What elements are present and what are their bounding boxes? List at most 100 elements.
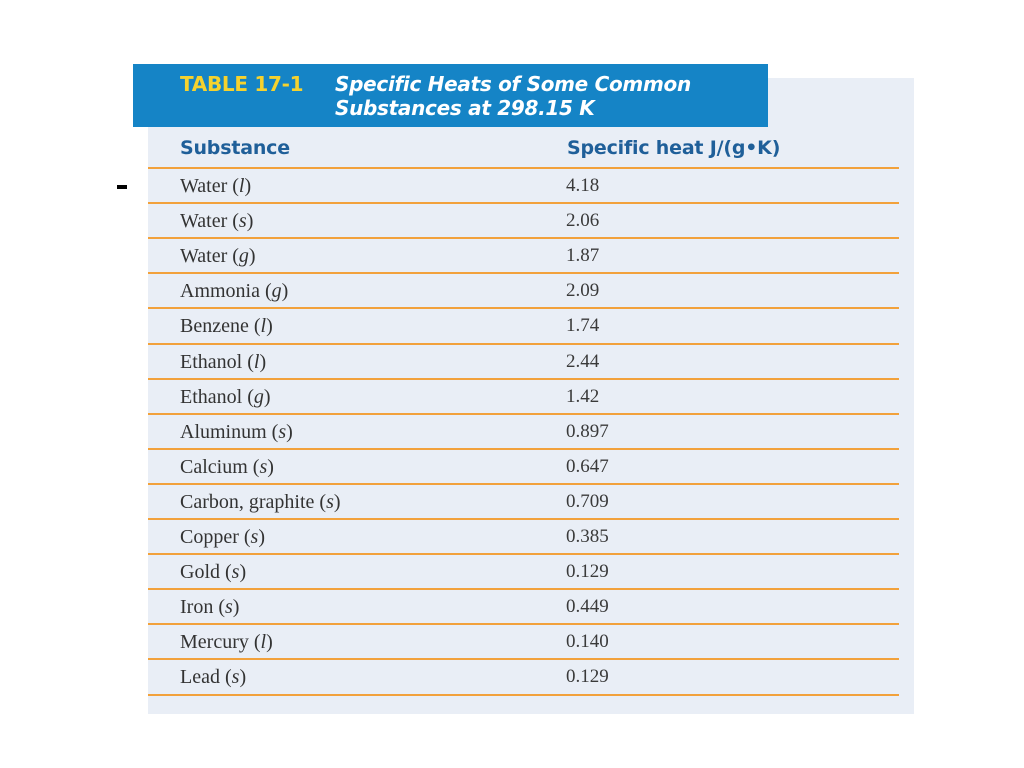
substance-cell: Gold (s): [180, 561, 246, 584]
row-divider: [148, 448, 899, 450]
table-title-line-1: Specific Heats of Some Common: [335, 72, 691, 96]
substance-phase: l: [260, 315, 267, 337]
substance-name: Aluminum (: [180, 421, 279, 443]
specific-heat-cell: 2.44: [566, 351, 600, 372]
substance-name: Copper (: [180, 526, 251, 548]
column-header-substance: Substance: [180, 137, 290, 159]
phase-close: ): [333, 491, 341, 513]
table-title: Specific Heats of Some Common Substances…: [335, 72, 755, 120]
row-divider: [148, 588, 899, 590]
substance-name: Water (: [180, 245, 239, 267]
substance-phase: l: [253, 351, 260, 373]
substance-cell: Ammonia (g): [180, 280, 288, 303]
substance-phase: s: [259, 456, 268, 478]
column-header-specific-heat: Specific heat J/(g•K): [567, 137, 781, 159]
substance-phase: s: [278, 421, 287, 443]
specific-heat-cell: 0.385: [566, 526, 609, 547]
table-row: Lead (s) 0.129: [148, 660, 899, 695]
substance-phase: g: [271, 280, 282, 302]
row-divider: [148, 343, 899, 345]
substance-cell: Water (l): [180, 175, 251, 198]
specific-heat-cell: 1.74: [566, 315, 600, 336]
table-row: Water (l) 4.18: [148, 169, 899, 204]
row-divider: [148, 272, 899, 274]
substance-phase: s: [250, 526, 259, 548]
phase-close: ): [232, 596, 240, 618]
table-row: Iron (s) 0.449: [148, 590, 899, 625]
substance-name: Ammonia (: [180, 280, 272, 302]
substance-name: Ethanol (: [180, 386, 254, 408]
table-row: Carbon, graphite (s) 0.709: [148, 485, 899, 520]
specific-heat-cell: 0.709: [566, 491, 609, 512]
phase-close: ): [248, 245, 256, 267]
substance-phase: g: [253, 386, 264, 408]
substance-cell: Ethanol (g): [180, 386, 271, 409]
row-divider: [148, 694, 899, 696]
table-row: Copper (s) 0.385: [148, 520, 899, 555]
row-divider: [148, 623, 899, 625]
row-divider: [148, 378, 899, 380]
table-row: Ethanol (g) 1.42: [148, 380, 899, 415]
row-divider: [148, 553, 899, 555]
specific-heat-cell: 4.18: [566, 175, 600, 196]
table-row: Ammonia (g) 2.09: [148, 274, 899, 309]
specific-heat-cell: 1.87: [566, 245, 600, 266]
specific-heat-cell: 2.09: [566, 280, 600, 301]
substance-phase: s: [224, 596, 233, 618]
row-divider: [148, 167, 899, 169]
table-row: Aluminum (s) 0.897: [148, 415, 899, 450]
phase-close: ): [266, 631, 273, 653]
table-row: Water (g) 1.87: [148, 239, 899, 274]
phase-close: ): [244, 175, 252, 197]
substance-name: Iron (: [180, 596, 225, 618]
phase-close: ): [267, 456, 274, 478]
substance-cell: Benzene (l): [180, 315, 273, 338]
table-row: Benzene (l) 1.74: [148, 309, 899, 344]
specific-heat-cell: 0.140: [566, 631, 609, 652]
substance-name: Water (: [180, 175, 239, 197]
specific-heat-cell: 2.06: [566, 210, 600, 231]
row-divider: [148, 413, 899, 415]
substance-phase: g: [238, 245, 249, 267]
specific-heat-cell: 0.647: [566, 456, 609, 477]
specific-heat-cell: 0.449: [566, 596, 609, 617]
substance-cell: Lead (s): [180, 666, 246, 689]
substance-phase: l: [238, 175, 245, 197]
substance-cell: Water (g): [180, 245, 256, 268]
specific-heat-cell: 0.897: [566, 421, 609, 442]
bullet-dash: [117, 185, 127, 189]
substance-name: Carbon, graphite (: [180, 491, 327, 513]
phase-close: ): [258, 526, 266, 548]
substance-name: Calcium (: [180, 456, 260, 478]
table-row: Gold (s) 0.129: [148, 555, 899, 590]
substance-name: Mercury (: [180, 631, 261, 653]
table-row: Calcium (s) 0.647: [148, 450, 899, 485]
substance-phase: l: [260, 631, 267, 653]
table-title-line-2: Substances at 298.15 K: [335, 96, 595, 120]
substance-phase: s: [231, 561, 240, 583]
phase-close: ): [286, 421, 293, 443]
substance-cell: Carbon, graphite (s): [180, 491, 341, 514]
table-panel: [148, 78, 914, 714]
row-divider: [148, 307, 899, 309]
phase-close: ): [263, 386, 271, 408]
phase-close: ): [259, 351, 267, 373]
substance-phase: s: [238, 210, 247, 232]
phase-close: ): [266, 315, 273, 337]
table-label: TABLE 17-1: [180, 72, 304, 96]
substance-cell: Mercury (l): [180, 631, 273, 654]
substance-name: Lead (: [180, 666, 232, 688]
substance-name: Benzene (: [180, 315, 261, 337]
substance-name: Gold (: [180, 561, 232, 583]
specific-heat-cell: 0.129: [566, 561, 609, 582]
substance-cell: Aluminum (s): [180, 421, 293, 444]
row-divider: [148, 518, 899, 520]
table-row: Mercury (l) 0.140: [148, 625, 899, 660]
substance-cell: Iron (s): [180, 596, 239, 619]
phase-close: ): [246, 210, 254, 232]
table-row: Ethanol (l) 2.44: [148, 345, 899, 380]
row-divider: [148, 483, 899, 485]
row-divider: [148, 202, 899, 204]
substance-name: Water (: [180, 210, 239, 232]
substance-cell: Copper (s): [180, 526, 265, 549]
